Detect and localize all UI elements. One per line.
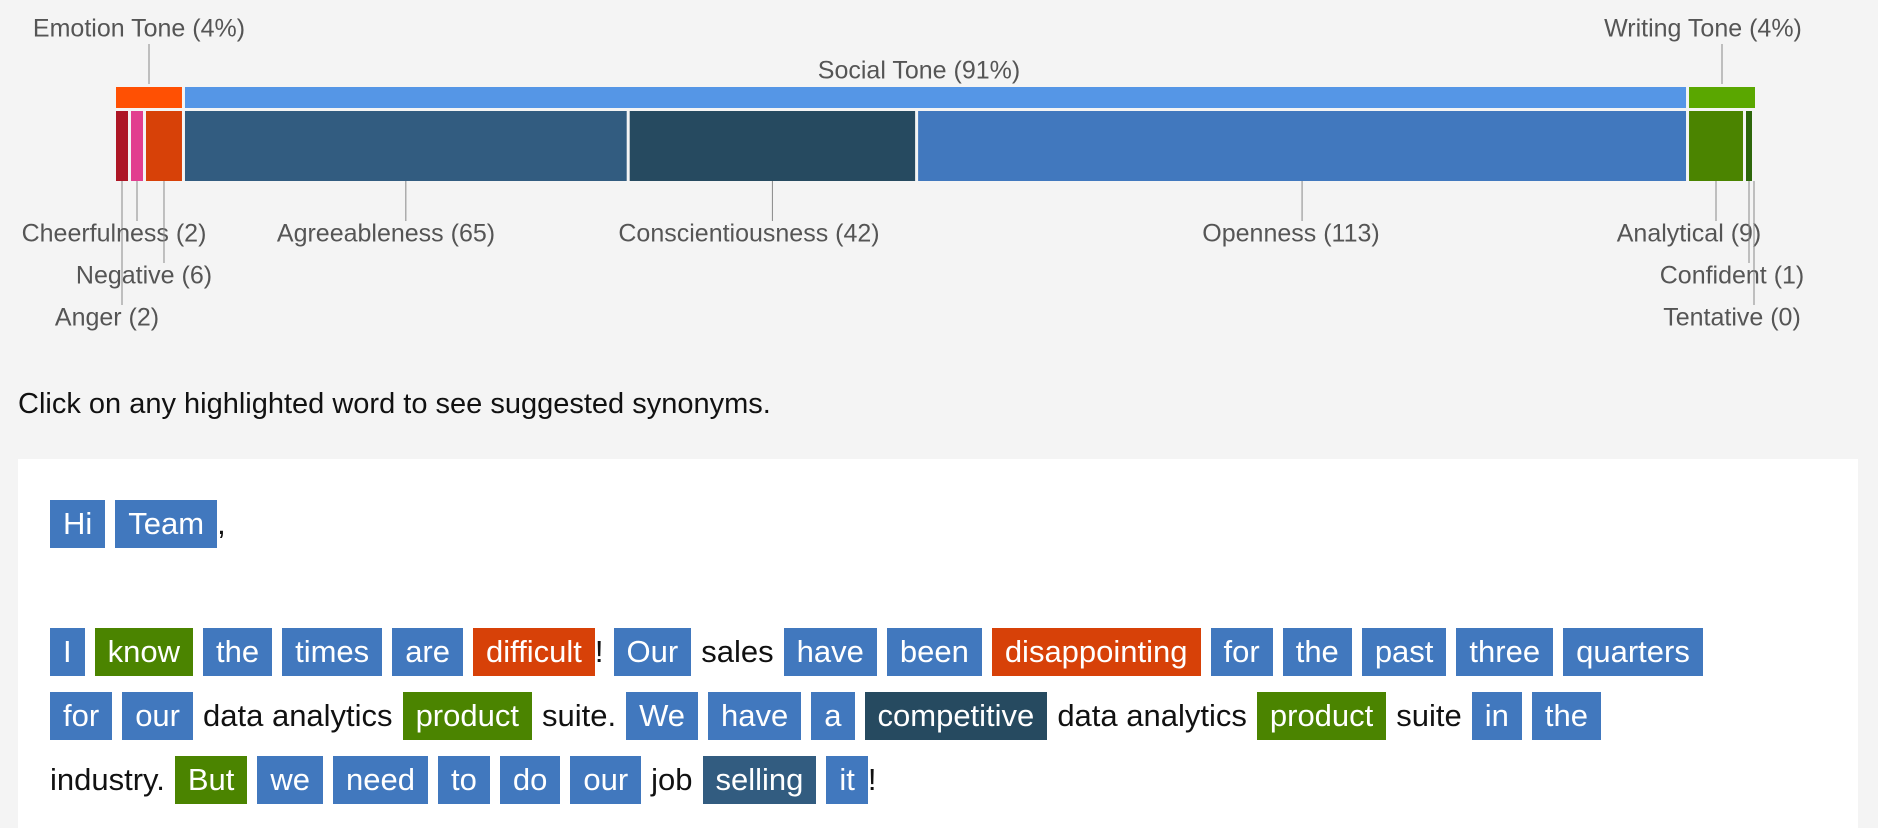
tone-bar [1746, 111, 1752, 181]
tone-label: Agreeableness (65) [277, 220, 495, 248]
tone-chart: Emotion Tone (4%) Anger (2) Cheerfulness (… [22, 15, 1805, 332]
plain-text: , [217, 506, 226, 541]
highlighted-word[interactable]: times [282, 628, 383, 676]
highlighted-word[interactable]: have [783, 628, 877, 676]
highlighted-word[interactable]: competitive [864, 692, 1048, 740]
highlighted-word[interactable]: it [826, 756, 868, 804]
tone-label: Analytical (9) [1617, 220, 1762, 248]
highlighted-word[interactable]: for [1210, 628, 1273, 676]
group-label: Writing Tone (4%) [1604, 15, 1802, 43]
group-bar [1689, 87, 1755, 108]
tone-label: Cheerfulness (2) [22, 220, 207, 248]
highlighted-word[interactable]: I [50, 628, 85, 676]
highlighted-word[interactable]: to [438, 756, 490, 804]
highlighted-word[interactable]: the [203, 628, 273, 676]
highlighted-word[interactable]: our [570, 756, 642, 804]
highlighted-word[interactable]: disappointing [991, 628, 1201, 676]
tone-label: Openness (113) [1202, 220, 1379, 248]
highlighted-word[interactable]: need [333, 756, 428, 804]
highlighted-word[interactable]: in [1471, 692, 1522, 740]
highlighted-word[interactable]: But [174, 756, 248, 804]
tone-label: Conscientiousness (42) [618, 220, 879, 248]
highlighted-word[interactable]: We [626, 692, 699, 740]
highlighted-word[interactable]: know [94, 628, 193, 676]
group-label: Social Tone (91%) [818, 57, 1020, 85]
tone-bar [130, 111, 143, 181]
plain-text: sales [701, 634, 774, 669]
tone-label: Confident (1) [1660, 262, 1805, 290]
highlighted-word[interactable]: three [1456, 628, 1554, 676]
plain-text: suite. [541, 698, 617, 733]
highlighted-word[interactable]: the [1531, 692, 1602, 740]
group-bar [116, 87, 182, 108]
highlighted-word[interactable]: past [1361, 628, 1447, 676]
tone-bar [184, 111, 627, 181]
highlighted-word[interactable]: have [708, 692, 802, 740]
highlighted-word[interactable]: do [499, 756, 561, 804]
plain-text: job [651, 762, 693, 797]
plain-text: ! [867, 762, 877, 797]
tone-bar [629, 111, 916, 181]
tone-label: Tentative (0) [1663, 304, 1801, 332]
tone-bar [1689, 111, 1744, 181]
group-label: Emotion Tone (4%) [33, 15, 245, 43]
highlighted-word[interactable]: been [886, 628, 982, 676]
tone-bar [145, 111, 182, 181]
tone-bar [918, 111, 1687, 181]
highlighted-word[interactable]: difficult [473, 628, 595, 676]
highlighted-word[interactable]: are [392, 628, 463, 676]
highlighted-word[interactable]: we [257, 756, 324, 804]
highlighted-word[interactable]: Hi [50, 500, 106, 548]
plain-text: data analytics [1057, 698, 1247, 733]
text-line: for our data analytics product suite. We have a… [50, 692, 1611, 740]
tone-label: Anger (2) [55, 304, 159, 332]
tone-label: Negative (6) [76, 262, 212, 290]
highlighted-word[interactable]: a [811, 692, 855, 740]
plain-text: data analytics [203, 698, 393, 733]
highlighted-word[interactable]: Our [613, 628, 692, 676]
instruction: Click on any highlighted word to see sug… [18, 388, 771, 420]
plain-text: ! [594, 634, 604, 669]
plain-text: industry. [50, 762, 165, 797]
highlighted-word[interactable]: product [402, 692, 532, 740]
text-line: industry. But we need to do our job selling it! [50, 756, 887, 804]
group-bar [184, 87, 1687, 108]
highlighted-word[interactable]: product [1256, 692, 1387, 740]
plain-text: suite [1396, 698, 1462, 733]
tone-bar [116, 111, 128, 181]
highlighted-word[interactable]: for [50, 692, 113, 740]
highlighted-word[interactable]: selling [702, 756, 817, 804]
highlighted-word[interactable]: Team [115, 500, 218, 548]
highlighted-word[interactable]: quarters [1563, 628, 1703, 676]
text-line: Hi Team, [50, 500, 236, 548]
highlighted-word[interactable]: the [1282, 628, 1352, 676]
highlighted-word[interactable]: our [122, 692, 193, 740]
